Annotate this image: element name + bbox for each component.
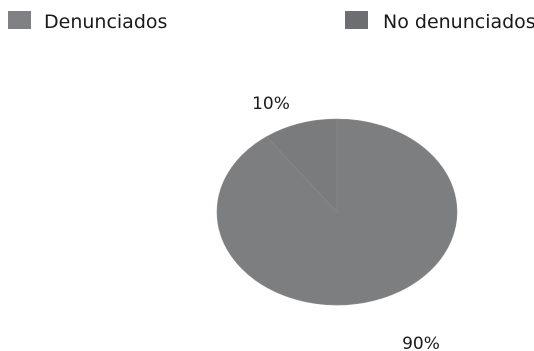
legend-label-denunciados: Denunciados — [44, 11, 167, 33]
legend-item-denunciados: Denunciados — [8, 11, 167, 33]
legend-swatch-no-denunciados — [345, 11, 368, 29]
pie-slice-no-denunciados — [265, 118, 338, 213]
legend: Denunciados No denunciados — [8, 11, 534, 33]
legend-item-no-denunciados: No denunciados — [345, 11, 534, 33]
data-label-no-denunciados: 10% — [252, 94, 290, 114]
legend-label-no-denunciados: No denunciados — [383, 11, 534, 33]
pie-slices — [216, 118, 458, 306]
data-label-denunciados: 90% — [402, 334, 440, 351]
legend-swatch-denunciados — [8, 11, 31, 29]
